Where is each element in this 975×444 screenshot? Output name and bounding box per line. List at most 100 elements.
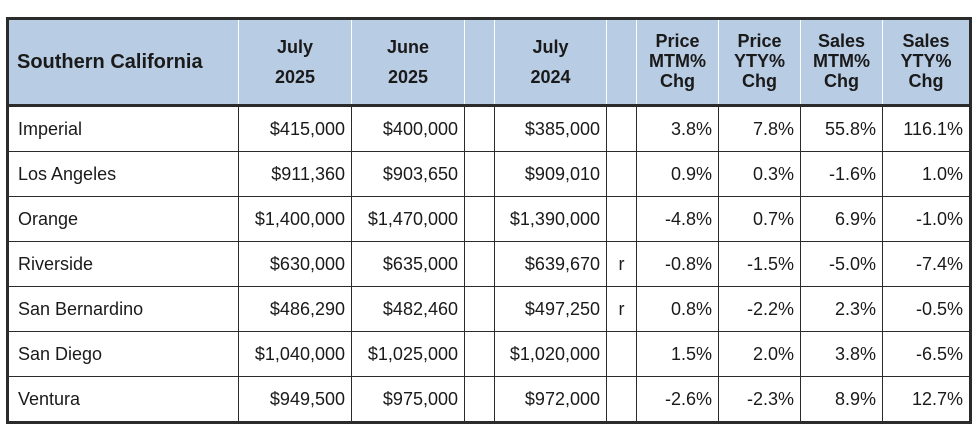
june-2025-cell: $635,000 <box>351 241 465 287</box>
header-price-yty: Price YTY% Chg <box>718 17 801 107</box>
region-cell: Los Angeles <box>6 151 239 197</box>
header-price-mtm: Price MTM% Chg <box>636 17 719 107</box>
header-spacer-1 <box>464 17 495 107</box>
price-mtm-cell: -2.6% <box>636 376 719 424</box>
header-spacer-2 <box>606 17 637 107</box>
sales-yty-cell: -1.0% <box>882 196 972 242</box>
july-2025-cell: $911,360 <box>238 151 352 197</box>
june-2025-cell: $1,025,000 <box>351 331 465 377</box>
header-region: Southern California <box>6 17 239 107</box>
july-2024-cell: $909,010 <box>494 151 607 197</box>
july-2024-cell: $385,000 <box>494 105 607 152</box>
revised-flag-cell: r <box>606 241 637 287</box>
header-price-yty-l2: YTY% <box>733 51 785 72</box>
sales-mtm-cell: 2.3% <box>800 286 883 332</box>
spacer-cell <box>464 376 495 424</box>
header-price-yty-l1: Price <box>737 31 782 52</box>
header-sales-yty-l1: Sales <box>902 31 950 52</box>
july-2024-cell: $497,250 <box>494 286 607 332</box>
header-july-2025: July 2025 <box>238 17 352 107</box>
sales-yty-cell: -6.5% <box>882 331 972 377</box>
july-2024-cell: $1,020,000 <box>494 331 607 377</box>
table-row: Ventura $949,500 $975,000 $972,000 -2.6%… <box>6 376 972 424</box>
sales-mtm-cell: 3.8% <box>800 331 883 377</box>
header-july-2024: July 2024 <box>494 17 607 107</box>
sales-mtm-cell: 55.8% <box>800 105 883 152</box>
price-yty-cell: -2.3% <box>718 376 801 424</box>
price-mtm-cell: -0.8% <box>636 241 719 287</box>
header-row: Southern California July 2025 June 2025 <box>6 17 972 107</box>
header-june-2025-year: 2025 <box>387 67 429 87</box>
sales-yty-cell: 1.0% <box>882 151 972 197</box>
spacer-cell <box>464 151 495 197</box>
table-row: San Diego $1,040,000 $1,025,000 $1,020,0… <box>6 331 972 377</box>
june-2025-cell: $482,460 <box>351 286 465 332</box>
sales-yty-cell: -0.5% <box>882 286 972 332</box>
region-cell: Orange <box>6 196 239 242</box>
table-row: Orange $1,400,000 $1,470,000 $1,390,000 … <box>6 196 972 242</box>
header-july-2024-month: July <box>532 37 569 57</box>
header-sales-yty: Sales YTY% Chg <box>882 17 972 107</box>
price-mtm-cell: -4.8% <box>636 196 719 242</box>
spacer-cell <box>464 241 495 287</box>
price-yty-cell: 0.3% <box>718 151 801 197</box>
price-yty-cell: 2.0% <box>718 331 801 377</box>
median-price-table: Southern California July 2025 June 2025 <box>6 17 972 424</box>
header-june-2025-month: June <box>386 37 429 57</box>
sales-mtm-cell: -5.0% <box>800 241 883 287</box>
june-2025-cell: $1,470,000 <box>351 196 465 242</box>
june-2025-cell: $903,650 <box>351 151 465 197</box>
sales-mtm-cell: 8.9% <box>800 376 883 424</box>
price-yty-cell: 7.8% <box>718 105 801 152</box>
header-price-yty-l3: Chg <box>742 70 777 91</box>
price-mtm-cell: 0.8% <box>636 286 719 332</box>
header-july-2025-month: July <box>276 37 314 57</box>
sales-yty-cell: 12.7% <box>882 376 972 424</box>
revised-flag-cell: r <box>606 286 637 332</box>
region-cell: San Bernardino <box>6 286 239 332</box>
july-2025-cell: $1,040,000 <box>238 331 352 377</box>
table-row: Imperial $415,000 $400,000 $385,000 3.8%… <box>6 105 972 152</box>
price-yty-cell: 0.7% <box>718 196 801 242</box>
revised-flag-cell <box>606 196 637 242</box>
price-table-container: Southern California July 2025 June 2025 <box>6 17 972 424</box>
table-row: San Bernardino $486,290 $482,460 $497,25… <box>6 286 972 332</box>
revised-flag-cell <box>606 376 637 424</box>
july-2025-cell: $1,400,000 <box>238 196 352 242</box>
sales-yty-cell: -7.4% <box>882 241 972 287</box>
price-yty-cell: -1.5% <box>718 241 801 287</box>
revised-flag-cell <box>606 331 637 377</box>
header-sales-mtm: Sales MTM% Chg <box>800 17 883 107</box>
revised-flag-cell <box>606 151 637 197</box>
header-july-2025-year: 2025 <box>274 67 316 87</box>
july-2024-cell: $639,670 <box>494 241 607 287</box>
sales-mtm-cell: 6.9% <box>800 196 883 242</box>
july-2025-cell: $630,000 <box>238 241 352 287</box>
spacer-cell <box>464 196 495 242</box>
june-2025-cell: $975,000 <box>351 376 465 424</box>
header-sales-mtm-l1: Sales <box>817 31 866 52</box>
july-2024-cell: $1,390,000 <box>494 196 607 242</box>
spacer-cell <box>464 286 495 332</box>
region-cell: San Diego <box>6 331 239 377</box>
price-mtm-cell: 3.8% <box>636 105 719 152</box>
july-2024-cell: $972,000 <box>494 376 607 424</box>
header-price-mtm-l1: Price <box>655 31 700 52</box>
header-sales-mtm-l2: MTM% <box>813 51 870 72</box>
header-sales-yty-l2: YTY% <box>900 51 952 72</box>
header-june-2025: June 2025 <box>351 17 465 107</box>
region-cell: Ventura <box>6 376 239 424</box>
sales-yty-cell: 116.1% <box>882 105 972 152</box>
sales-mtm-cell: -1.6% <box>800 151 883 197</box>
july-2025-cell: $486,290 <box>238 286 352 332</box>
price-yty-cell: -2.2% <box>718 286 801 332</box>
header-sales-mtm-l3: Chg <box>824 70 859 91</box>
june-2025-cell: $400,000 <box>351 105 465 152</box>
table-row: Los Angeles $911,360 $903,650 $909,010 0… <box>6 151 972 197</box>
region-cell: Imperial <box>6 105 239 152</box>
spacer-cell <box>464 331 495 377</box>
spacer-cell <box>464 105 495 152</box>
price-mtm-cell: 1.5% <box>636 331 719 377</box>
july-2025-cell: $415,000 <box>238 105 352 152</box>
table-row: Riverside $630,000 $635,000 $639,670 r -… <box>6 241 972 287</box>
